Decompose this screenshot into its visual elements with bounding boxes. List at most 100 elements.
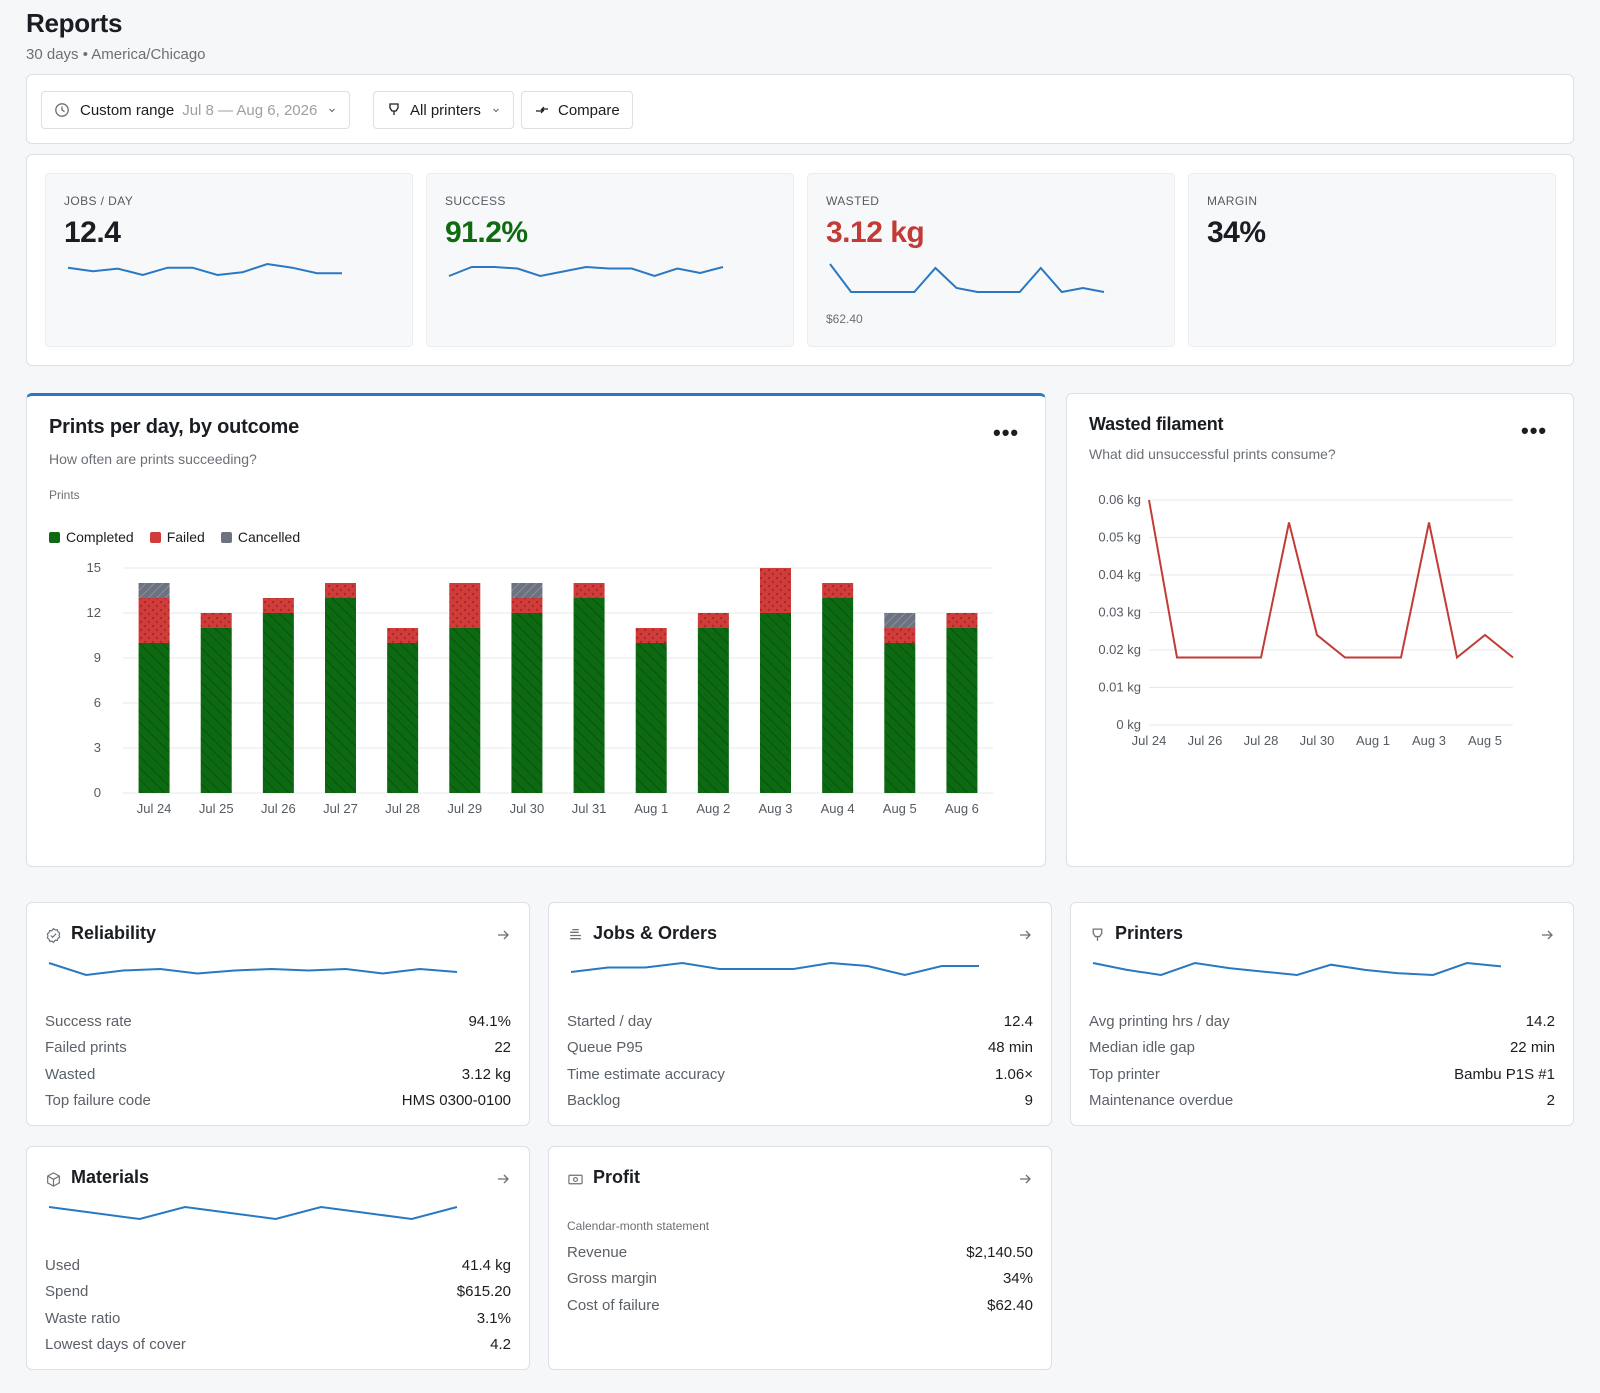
y-tick-label: 0.01 kg [1098,680,1141,695]
reliability-card[interactable]: Reliability Success rate 94.1% Failed pri… [26,902,530,1126]
bar-completed[interactable] [573,598,605,793]
materials-card[interactable]: Materials Used 41.4 kg Spend $615.20 Waste… [26,1146,530,1370]
stat-row: Backlog 9 [567,1088,1033,1115]
date-range-value: Jul 8 — Aug 6, 2026 [182,101,318,119]
series-line[interactable] [1148,499,1514,660]
bar-failed[interactable] [138,598,170,643]
date-range-dropdown[interactable]: Custom range Jul 8 — Aug 6, 2026 [41,91,351,129]
jobs-orders-card[interactable]: Jobs & Orders Started / day 12.4 Queue P9… [548,902,1052,1126]
stat-label: Avg printing hrs / day [1089,1012,1230,1030]
kpi-wasted[interactable]: WASTED 3.12 kg $62.40 [807,173,1175,347]
printers-label: All printers [410,101,481,119]
stat-row: Wasted 3.12 kg [45,1061,511,1088]
bar-cancelled[interactable] [884,613,916,628]
bar-failed[interactable] [387,628,419,643]
y-tick-label: 0.04 kg [1098,567,1141,582]
card-title: Reliability [71,923,157,943]
x-tick-label: Aug 3 [759,801,793,816]
arrow-right-icon[interactable] [495,927,511,943]
card-stats: Revenue $2,140.50 Gross margin 34% Cost of… [567,1239,1033,1319]
stat-row: Time estimate accuracy 1.06× [567,1061,1033,1088]
y-axis-label: Prints [49,488,80,502]
bar-completed[interactable] [449,628,481,793]
bar-failed[interactable] [511,598,543,613]
bar-completed[interactable] [760,613,791,793]
bar-completed[interactable] [697,628,729,793]
x-tick-label: Jul 28 [1244,733,1279,748]
chart-subtitle: What did unsuccessful prints consume? [1089,446,1336,462]
stat-value: $2,140.50 [966,1243,1033,1261]
chart-subtitle: How often are prints succeeding? [49,451,257,467]
filter-toolbar: Custom range Jul 8 — Aug 6, 2026 All pri… [26,74,1574,144]
bar-failed[interactable] [449,583,481,628]
stat-value: 4.2 [490,1336,511,1354]
chart-title: Prints per day, by outcome [49,416,300,438]
card-stats: Avg printing hrs / day 14.2 Median idle g… [1089,1008,1555,1114]
bar-cancelled[interactable] [138,583,170,598]
x-tick-label: Jul 29 [447,801,482,816]
cash-icon [568,1174,583,1185]
stat-value: 1.06× [995,1065,1033,1083]
card-title: Materials [71,1167,150,1187]
printer-nozzle-icon [389,103,399,115]
bar-completed[interactable] [325,598,356,793]
card-sparkline [48,962,458,977]
x-tick-label: Aug 5 [1468,733,1502,748]
x-tick-label: Aug 4 [821,801,855,816]
wasted-filament-card: Wasted filament What did unsuccessful pr… [1066,393,1574,867]
stat-row: Revenue $2,140.50 [567,1239,1033,1266]
stat-label: Top failure code [45,1092,151,1110]
bar-cancelled[interactable] [511,583,543,598]
y-tick-label: 15 [87,560,101,575]
arrow-right-icon[interactable] [1017,927,1033,943]
bar-failed[interactable] [635,628,667,643]
bar-completed[interactable] [822,598,854,793]
stat-label: Spend [45,1283,89,1301]
x-tick-label: Jul 26 [261,801,296,816]
bar-failed[interactable] [262,598,294,613]
legend-item-failed[interactable]: Failed [149,529,205,545]
bar-failed[interactable] [200,613,232,628]
profit-card[interactable]: Profit Calendar-month statement Revenue $… [548,1146,1052,1370]
arrow-right-icon[interactable] [1539,927,1555,943]
y-tick-label: 0.03 kg [1098,605,1141,620]
stat-label: Gross margin [567,1270,658,1288]
x-tick-label: Jul 25 [199,801,234,816]
arrow-right-icon[interactable] [1017,1171,1033,1187]
bar-failed[interactable] [946,613,978,628]
bar-failed[interactable] [884,628,916,643]
x-tick-label: Jul 27 [323,801,358,816]
legend-label: Completed [66,529,134,545]
printers-dropdown[interactable]: All printers [373,91,514,129]
bar-failed[interactable] [697,613,729,628]
bar-completed[interactable] [884,643,916,793]
bar-completed[interactable] [511,613,543,793]
bar-completed[interactable] [200,628,232,793]
sparkline-path [448,265,724,278]
bar-completed[interactable] [387,643,419,793]
bar-failed[interactable] [760,568,791,613]
kpi-sparkline [67,262,342,277]
bar-completed[interactable] [262,613,294,793]
kpi-success[interactable]: SUCCESS 91.2% [426,173,794,347]
kpi-jobs-per-day[interactable]: JOBS / DAY 12.4 [45,173,413,347]
kpi-margin[interactable]: MARGIN 34% [1188,173,1556,347]
printers-card[interactable]: Printers Avg printing hrs / day 14.2 Medi… [1070,902,1574,1126]
bar-completed[interactable] [946,628,978,793]
compare-button[interactable]: Compare [521,91,633,129]
chart-legend: Completed Failed Cancelled [49,529,300,545]
chevron-down-icon [492,108,499,113]
arrow-right-icon[interactable] [495,1171,511,1187]
kpi-value: 12.4 [64,216,121,249]
bar-failed[interactable] [573,583,605,598]
sparkline-path [67,262,342,277]
bar-completed[interactable] [138,643,170,793]
bar-failed[interactable] [325,583,356,598]
legend-item-completed[interactable]: Completed [49,529,134,545]
bar-completed[interactable] [635,643,667,793]
prints-per-day-card: Prints per day, by outcome How often are… [26,393,1046,867]
bar-failed[interactable] [822,583,854,598]
y-tick-label: 6 [94,695,101,710]
stat-label: Top printer [1089,1065,1160,1083]
legend-item-cancelled[interactable]: Cancelled [220,529,300,545]
